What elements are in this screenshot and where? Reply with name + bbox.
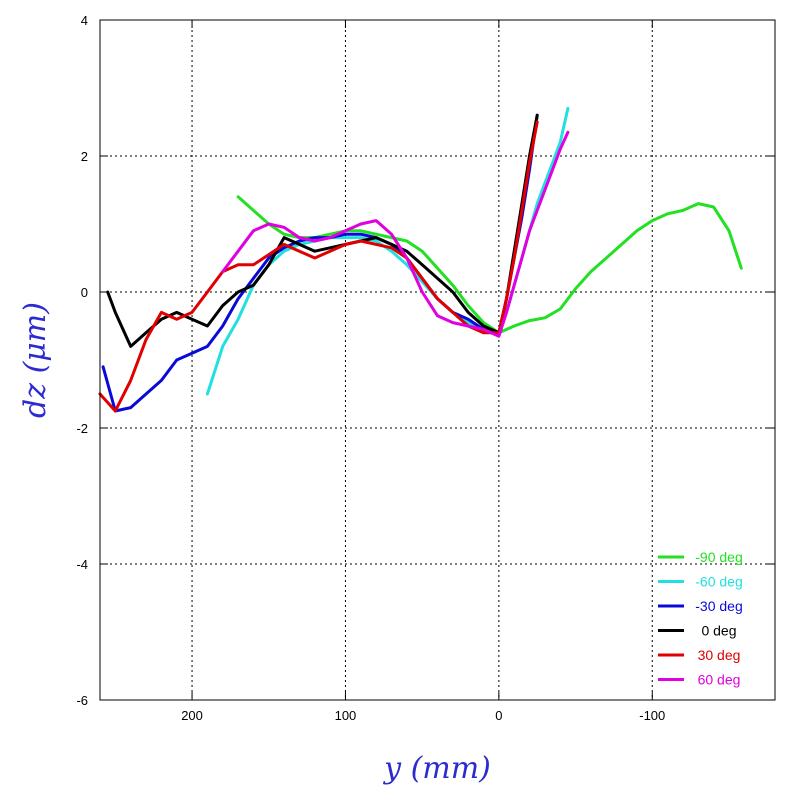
x-tick-label: 200 <box>181 708 203 723</box>
y-tick-label: 4 <box>81 13 88 28</box>
legend-label: 30 deg <box>698 647 741 663</box>
grid <box>100 20 775 700</box>
ticks: 200 100 0 -100 -6 -4 -2 0 2 4 <box>76 13 775 723</box>
plot-frame <box>99 19 776 701</box>
y-tick-label: 0 <box>81 285 88 300</box>
x-tick-label: 100 <box>335 708 357 723</box>
y-axis-title: dz (μm) <box>18 302 53 418</box>
legend-label: -30 deg <box>695 598 742 614</box>
legend-label: -90 deg <box>695 549 742 565</box>
y-tick-label: 2 <box>81 149 88 164</box>
series-line--30-deg <box>101 113 539 413</box>
legend: -90 deg -60 deg -30 deg 0 deg 30 deg 60 deg <box>658 549 743 688</box>
y-tick-label: -4 <box>76 557 88 572</box>
y-tick-label: -6 <box>76 693 88 708</box>
series-line--90-deg <box>236 195 743 335</box>
x-tick-label: -100 <box>639 708 665 723</box>
legend-label: 0 deg <box>701 623 736 639</box>
legend-label: -60 deg <box>695 574 742 590</box>
y-tick-label: -2 <box>76 421 88 436</box>
x-tick-label: 0 <box>495 708 502 723</box>
series-group <box>98 106 743 413</box>
series-line-60-deg <box>221 130 570 338</box>
x-axis-title: y (mm) <box>382 751 491 786</box>
legend-label: 60 deg <box>698 672 741 688</box>
series-line-30-deg <box>98 120 539 413</box>
